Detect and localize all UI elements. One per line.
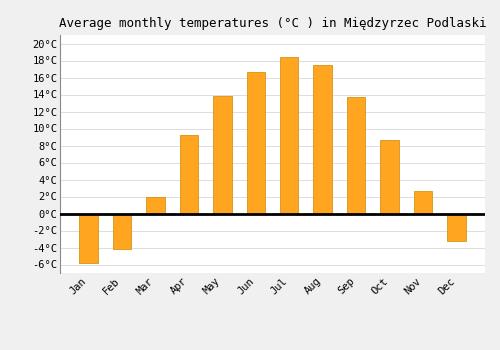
Bar bbox=[113, 214, 131, 249]
Bar bbox=[180, 135, 198, 214]
Bar bbox=[80, 214, 98, 263]
Title: Average monthly temperatures (°C ) in Międzyrzec Podlaski: Average monthly temperatures (°C ) in Mi… bbox=[59, 17, 486, 30]
Bar bbox=[246, 71, 265, 214]
Bar bbox=[280, 57, 298, 214]
Bar bbox=[146, 197, 165, 214]
Bar bbox=[414, 191, 432, 214]
Bar bbox=[448, 214, 466, 241]
Bar bbox=[380, 140, 399, 214]
Bar bbox=[213, 96, 232, 214]
Bar bbox=[347, 97, 366, 214]
Bar bbox=[314, 65, 332, 214]
